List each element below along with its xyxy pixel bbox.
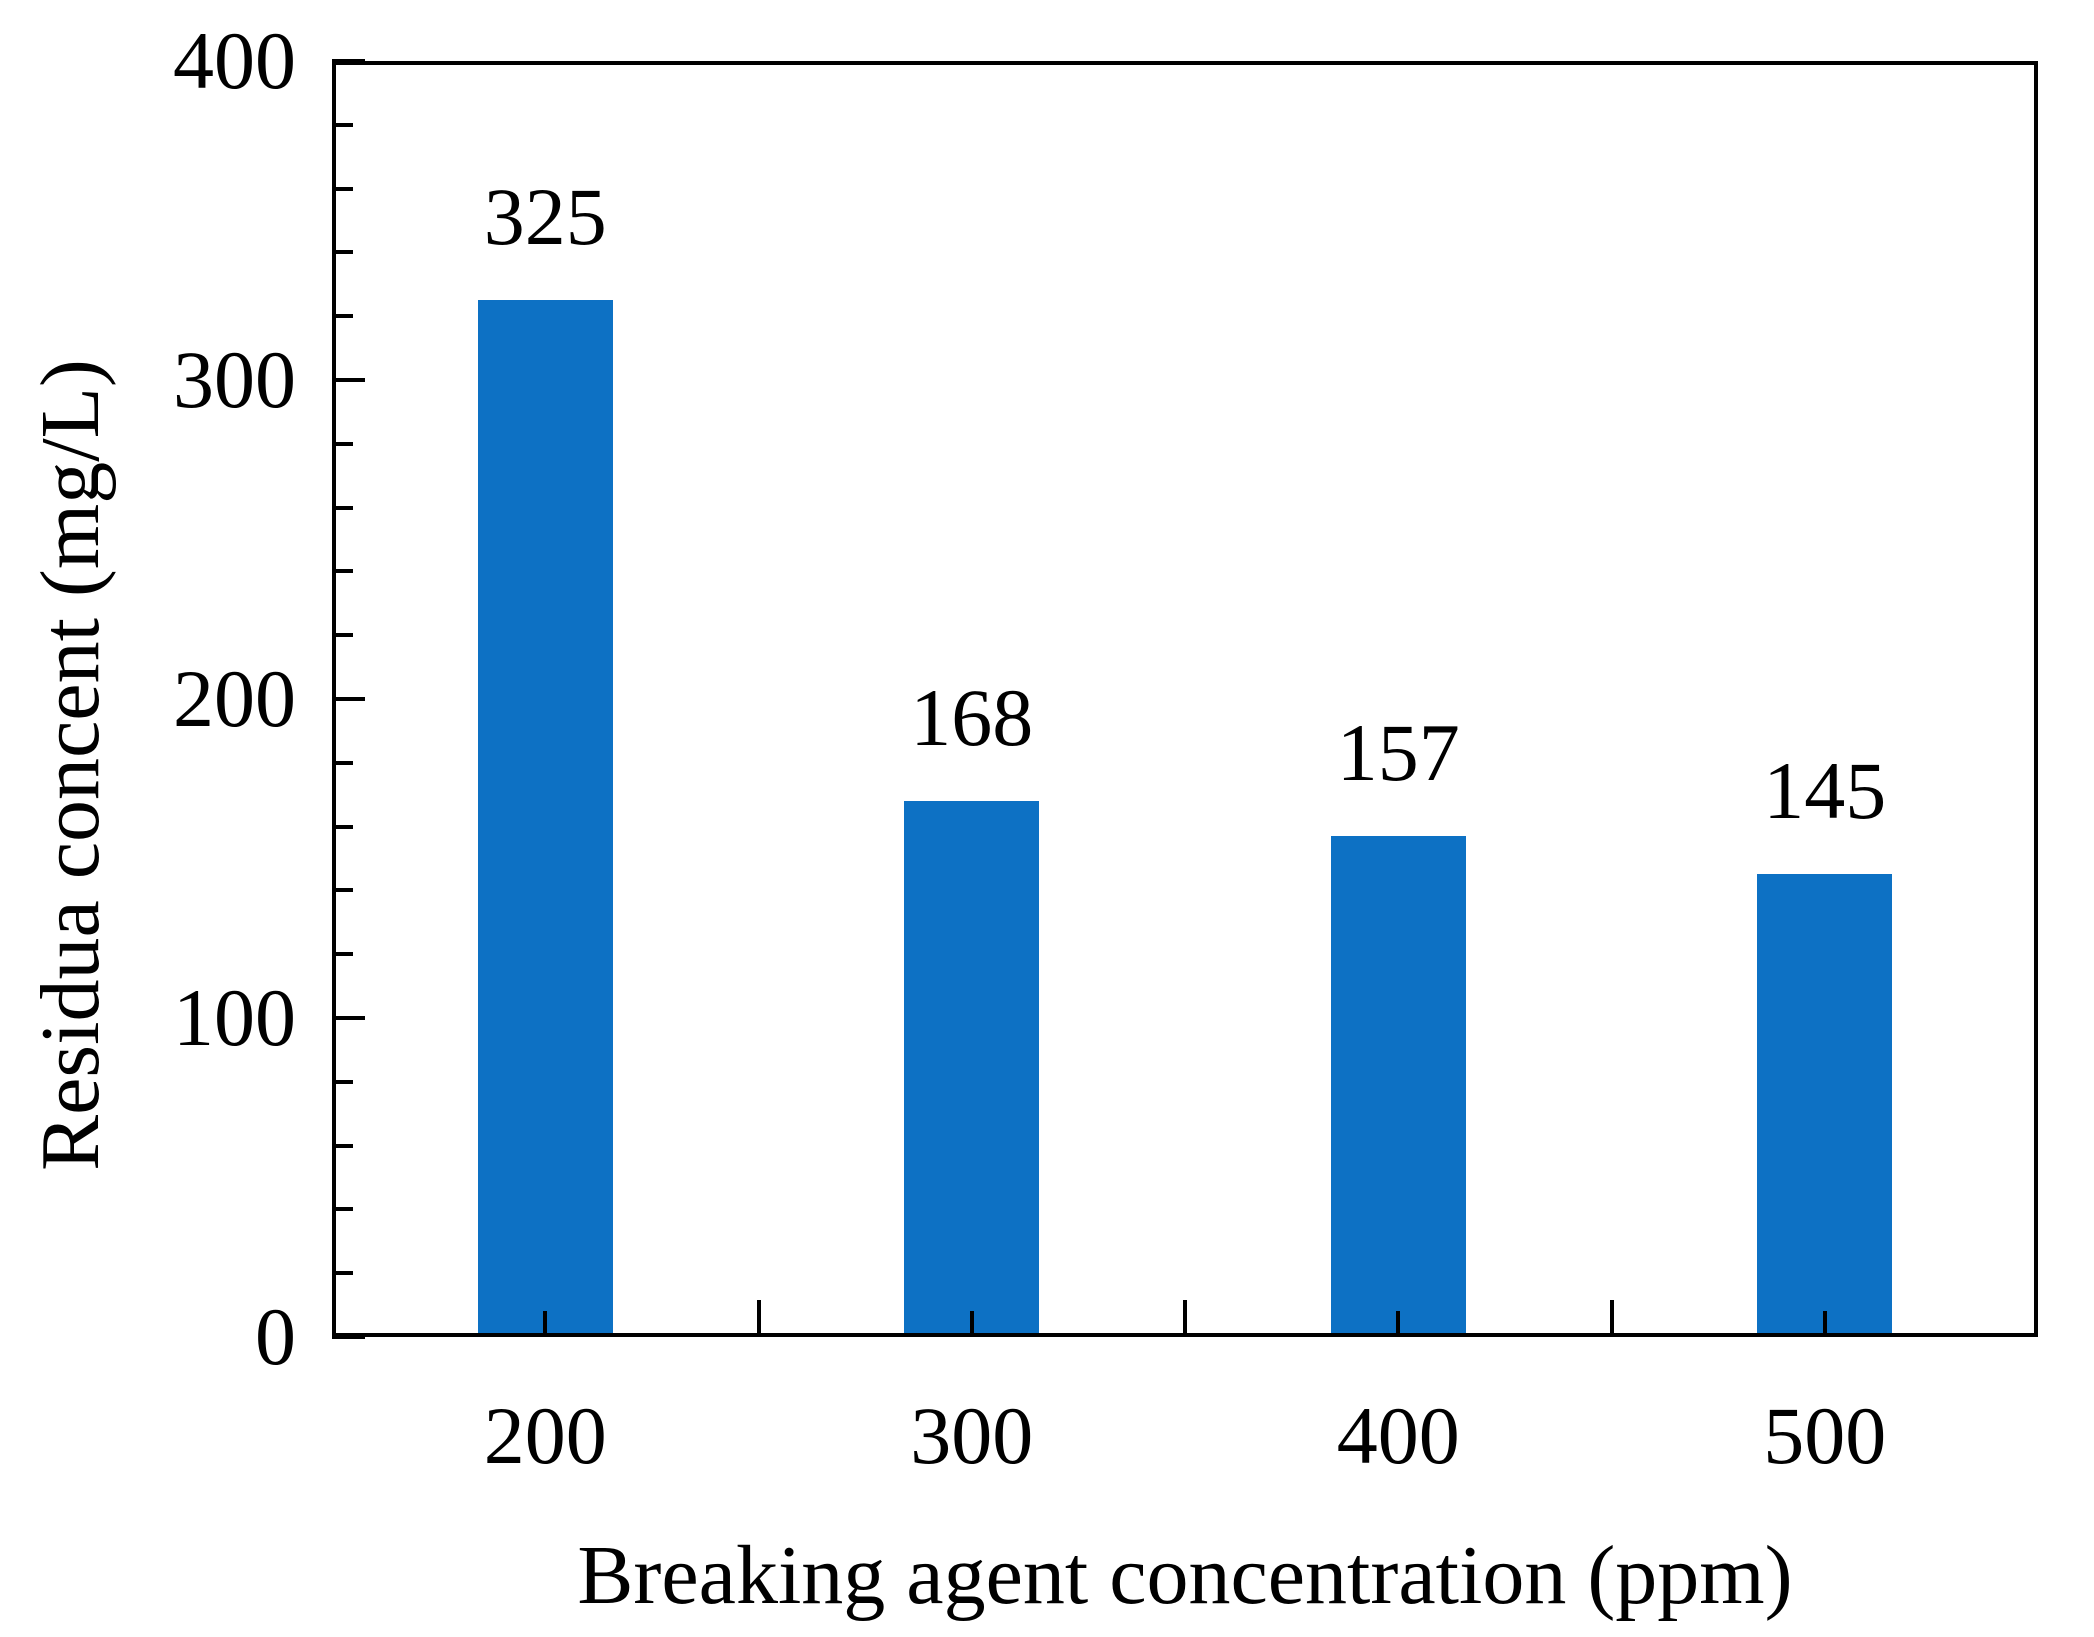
x-axis-title: Breaking agent concentration (ppm) [577,1529,1793,1622]
x-minor-tick [1396,1311,1401,1337]
plot-frame-top [332,61,2038,65]
x-tick-label: 300 [910,1390,1034,1481]
x-major-tick [1183,1300,1187,1337]
y-minor-tick [332,505,353,510]
y-minor-tick [332,186,353,191]
x-minor-tick [1822,1311,1827,1337]
y-minor-tick [332,1271,353,1276]
plot-area: 325 168 157 145 200 300 400 500 [332,59,2038,1477]
y-major-tick [332,1016,365,1020]
y-minor-tick [332,824,353,829]
bar-300 [904,801,1040,1337]
y-major-tick [332,1335,365,1339]
y-minor-tick [332,760,353,765]
bar-400 [1330,836,1466,1337]
x-minor-tick [969,1311,974,1337]
x-tick-label: 500 [1763,1390,1887,1481]
y-minor-tick [332,250,353,255]
bar-value-label: 168 [910,672,1034,764]
y-minor-tick [332,1207,353,1212]
bar-value-label: 145 [1763,745,1887,837]
plot-frame-right [2034,61,2038,1337]
y-minor-tick [332,1143,353,1148]
bar-value-label: 325 [483,171,607,263]
x-major-tick [756,1300,761,1337]
y-minor-tick [332,1079,353,1084]
x-tick-label: 400 [1336,1390,1460,1481]
y-major-tick [332,378,365,382]
y-minor-tick [332,314,353,319]
y-minor-tick [332,569,353,574]
y-minor-tick [332,122,353,127]
y-major-tick [332,697,365,701]
y-major-tick [332,59,365,63]
bar-value-label: 157 [1336,707,1460,799]
y-tick-label: 200 [173,653,296,744]
y-minor-tick [332,441,353,446]
y-minor-tick [332,888,353,893]
y-tick-label: 100 [173,972,296,1063]
x-minor-tick [543,1311,548,1337]
x-tick-label: 200 [483,1390,607,1481]
y-tick-label: 300 [173,334,296,425]
bar-200 [477,300,613,1337]
bar-500 [1757,874,1893,1337]
x-major-tick [1609,1300,1614,1337]
y-tick-label: 400 [173,15,296,106]
y-tick-label: 0 [255,1291,296,1382]
y-minor-tick [332,952,353,957]
y-minor-tick [332,633,353,638]
